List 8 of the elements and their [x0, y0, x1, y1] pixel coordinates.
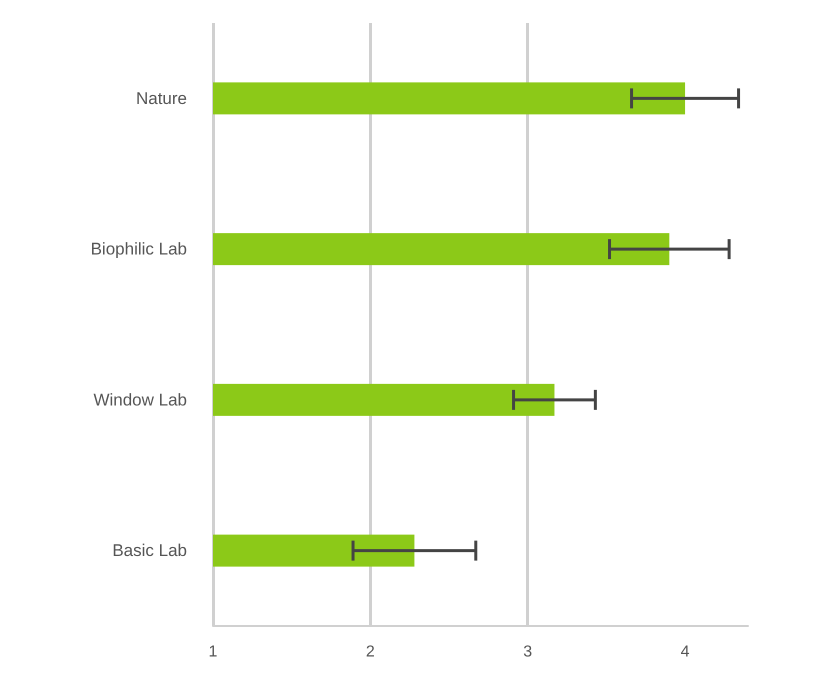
x-tick-label: 4	[680, 644, 690, 660]
y-tick-label: Window Lab	[93, 390, 187, 410]
y-tick-label: Biophilic Lab	[90, 240, 187, 259]
x-tick-label: 1	[208, 644, 218, 660]
y-tick-label: Nature	[136, 88, 187, 108]
y-tick-label: Basic Lab	[112, 541, 187, 560]
x-tick-label: 3	[523, 644, 532, 660]
x-tick-label: 2	[366, 644, 375, 660]
